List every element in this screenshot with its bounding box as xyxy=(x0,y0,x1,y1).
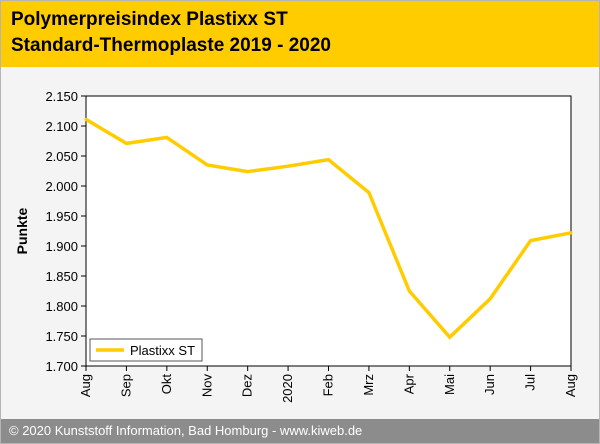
y-tick-label: 1.950 xyxy=(45,209,78,224)
y-tick-label: 1.800 xyxy=(45,299,78,314)
data-point xyxy=(246,170,250,174)
plot-area: 1.700 1.750 1.800 1.850 1.900 1.950 2.000 2.050… xyxy=(1,67,599,419)
y-tick-label: 2.150 xyxy=(45,89,78,104)
chart-subtitle: Standard-Thermoplaste 2019 - 2020 xyxy=(11,35,331,56)
data-point xyxy=(327,158,330,162)
data-point xyxy=(286,164,290,168)
plot-frame xyxy=(85,95,572,367)
x-tick-label: Okt xyxy=(159,374,174,395)
x-tick-label: Aug xyxy=(563,374,578,397)
y-tick-label: 1.700 xyxy=(45,359,78,374)
y-tick-label: 2.100 xyxy=(45,119,78,134)
x-tick-label: Mai xyxy=(442,374,457,395)
y-tick-label: 1.850 xyxy=(45,269,78,284)
y-tick-label: 2.050 xyxy=(45,149,78,164)
y-tick-label: 1.900 xyxy=(45,239,78,254)
x-tick-label: Nov xyxy=(199,374,214,398)
x-tick-label: Jul xyxy=(523,374,538,391)
y-tick-label: 2.000 xyxy=(45,179,78,194)
x-tick-label: Aug xyxy=(78,374,93,397)
data-point xyxy=(205,163,209,167)
data-point xyxy=(367,191,371,195)
data-point xyxy=(569,231,573,235)
x-tick-label: Apr xyxy=(401,373,416,394)
x-tick-label: Feb xyxy=(321,374,336,396)
x-tick-label: Dez xyxy=(240,374,255,397)
x-tick-label: Mrz xyxy=(361,374,376,396)
line-chart: 1.700 1.750 1.800 1.850 1.900 1.950 2.000 2.050… xyxy=(14,89,578,403)
footer-bar: © 2020 Kunststoff Information, Bad Hombu… xyxy=(1,419,599,443)
x-tick-label: Sep xyxy=(118,374,133,397)
legend-box xyxy=(89,338,203,362)
data-point xyxy=(165,135,169,139)
legend-label: Plastixx ST xyxy=(130,343,195,358)
y-tick-label: 1.750 xyxy=(45,329,78,344)
x-tick-label: 2020 xyxy=(280,374,295,403)
data-point xyxy=(124,141,128,145)
data-point xyxy=(488,297,492,301)
data-point xyxy=(448,335,452,339)
y-axis-label: Punkte xyxy=(14,207,30,254)
data-point xyxy=(84,117,88,121)
copyright-text: © 2020 Kunststoff Information, Bad Hombu… xyxy=(9,423,363,438)
data-point xyxy=(529,239,533,243)
x-tick-label: Jun xyxy=(482,374,497,395)
chart-title: Polymerpreisindex Plastixx ST xyxy=(11,9,288,30)
chart-header: Polymerpreisindex Plastixx ST Standard-T… xyxy=(1,1,599,67)
data-point xyxy=(407,289,411,293)
